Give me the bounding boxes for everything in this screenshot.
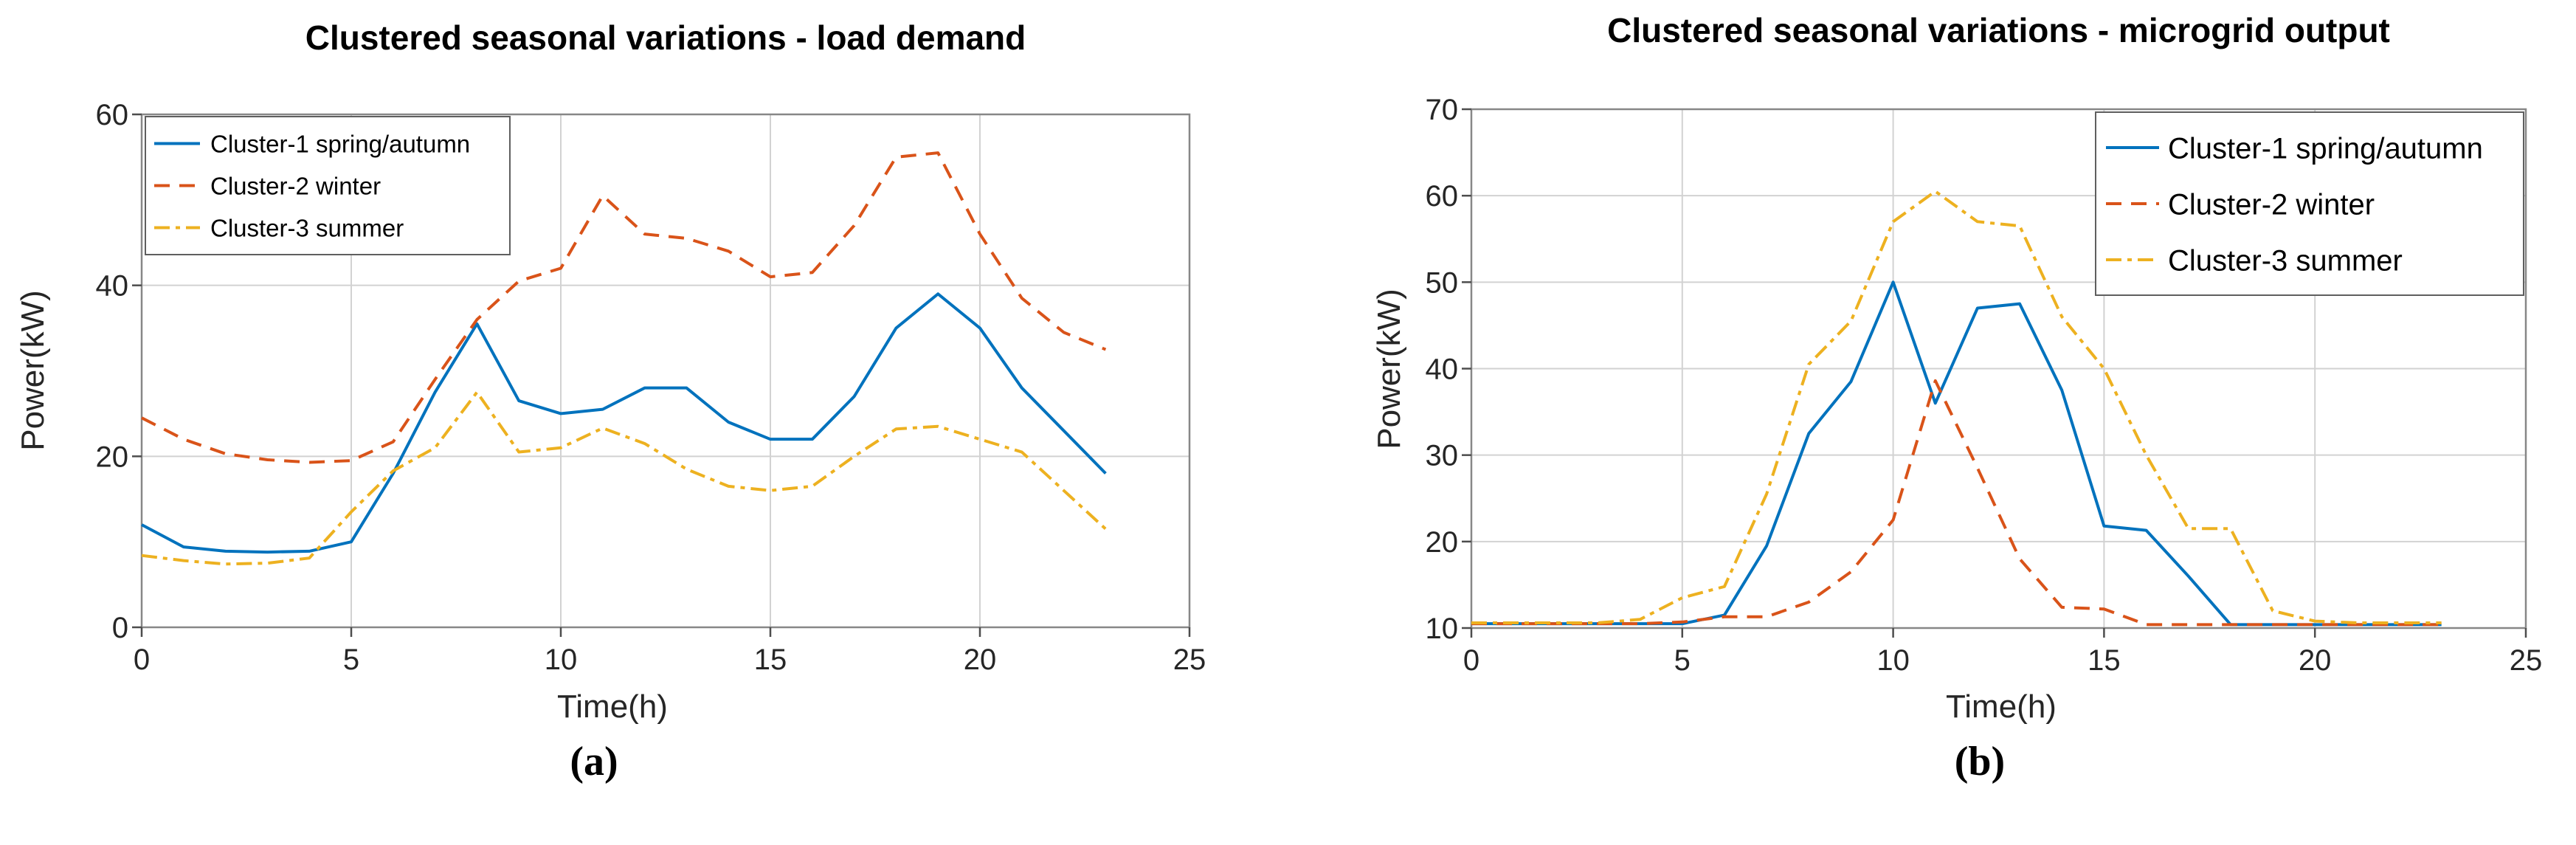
- chart-a-caption: (a): [570, 739, 618, 784]
- legend-label: Cluster-1 spring/autumn: [2168, 132, 2483, 165]
- chart-a-x-axis-label: Time(h): [557, 689, 668, 725]
- chart-b-y-axis-label: Power(kW): [1371, 289, 1407, 449]
- chart-b-x-axis-label: Time(h): [1946, 689, 2057, 725]
- x-tick-label: 20: [2299, 644, 2332, 677]
- legend-box: [145, 116, 511, 255]
- y-tick-label: 30: [1426, 440, 1459, 472]
- legend-label: Cluster-1 spring/autumn: [210, 130, 470, 157]
- y-tick-label: 40: [1426, 353, 1459, 386]
- chart-a-plot: 0 5 10 15 20 25 0 20 40 60 Cluster-1 spring/autumn…: [96, 99, 1206, 676]
- series-line-cluster-3: [141, 390, 1107, 566]
- x-tick-label: 25: [2510, 644, 2543, 677]
- legend-label: Cluster-2 winter: [210, 172, 381, 199]
- x-tick-label: 15: [2088, 644, 2121, 677]
- y-tick-label: 10: [1426, 613, 1459, 645]
- legend-label: Cluster-3 summer: [2168, 244, 2403, 277]
- series-line-cluster-2: [141, 151, 1107, 464]
- x-tick-label: 15: [754, 644, 787, 676]
- legend-label: Cluster-2 winter: [2168, 188, 2375, 221]
- series-line-cluster-1: [141, 292, 1107, 554]
- x-tick-label: 0: [1463, 644, 1479, 677]
- y-tick-label: 40: [96, 270, 129, 303]
- legend: Cluster-1 spring/autumn Cluster-2 winter C…: [145, 116, 511, 255]
- chart-a-y-axis-label: Power(kW): [15, 290, 51, 451]
- legend: Cluster-1 spring/autumn Cluster-2 winter C…: [2095, 111, 2524, 296]
- plot-border: [140, 113, 1191, 629]
- chart-b-caption: (b): [1954, 739, 2006, 784]
- y-tick-label: 20: [96, 441, 129, 473]
- x-tick-label: 20: [964, 644, 997, 676]
- y-tick-label: 70: [1426, 94, 1459, 126]
- chart-b-title: Clustered seasonal variations - microgri…: [1607, 11, 2390, 49]
- x-tick-label: 10: [545, 644, 578, 676]
- y-tick-label: 20: [1426, 526, 1459, 559]
- x-tick-label: 25: [1173, 644, 1206, 676]
- y-tick-label: 60: [1426, 180, 1459, 213]
- y-tick-label: 50: [1426, 266, 1459, 299]
- y-tick-label: 60: [96, 99, 129, 131]
- legend-box: [2095, 111, 2524, 296]
- y-tick-label: 0: [112, 612, 128, 644]
- x-tick-label: 10: [1876, 644, 1910, 677]
- x-tick-label: 5: [1674, 644, 1691, 677]
- series-line-cluster-2: [1471, 379, 2442, 627]
- x-tick-label: 5: [343, 644, 359, 676]
- chart-b-plot: 0 5 10 15 20 25 10 20 30 40 50 60 70 Cluster-1 spring…: [1426, 94, 2543, 677]
- legend-label: Cluster-3 summer: [210, 214, 404, 241]
- x-tick-label: 0: [134, 644, 150, 676]
- series-line-cluster-3: [1471, 190, 2442, 624]
- chart-a-title: Clustered seasonal variations - load dem…: [305, 18, 1026, 57]
